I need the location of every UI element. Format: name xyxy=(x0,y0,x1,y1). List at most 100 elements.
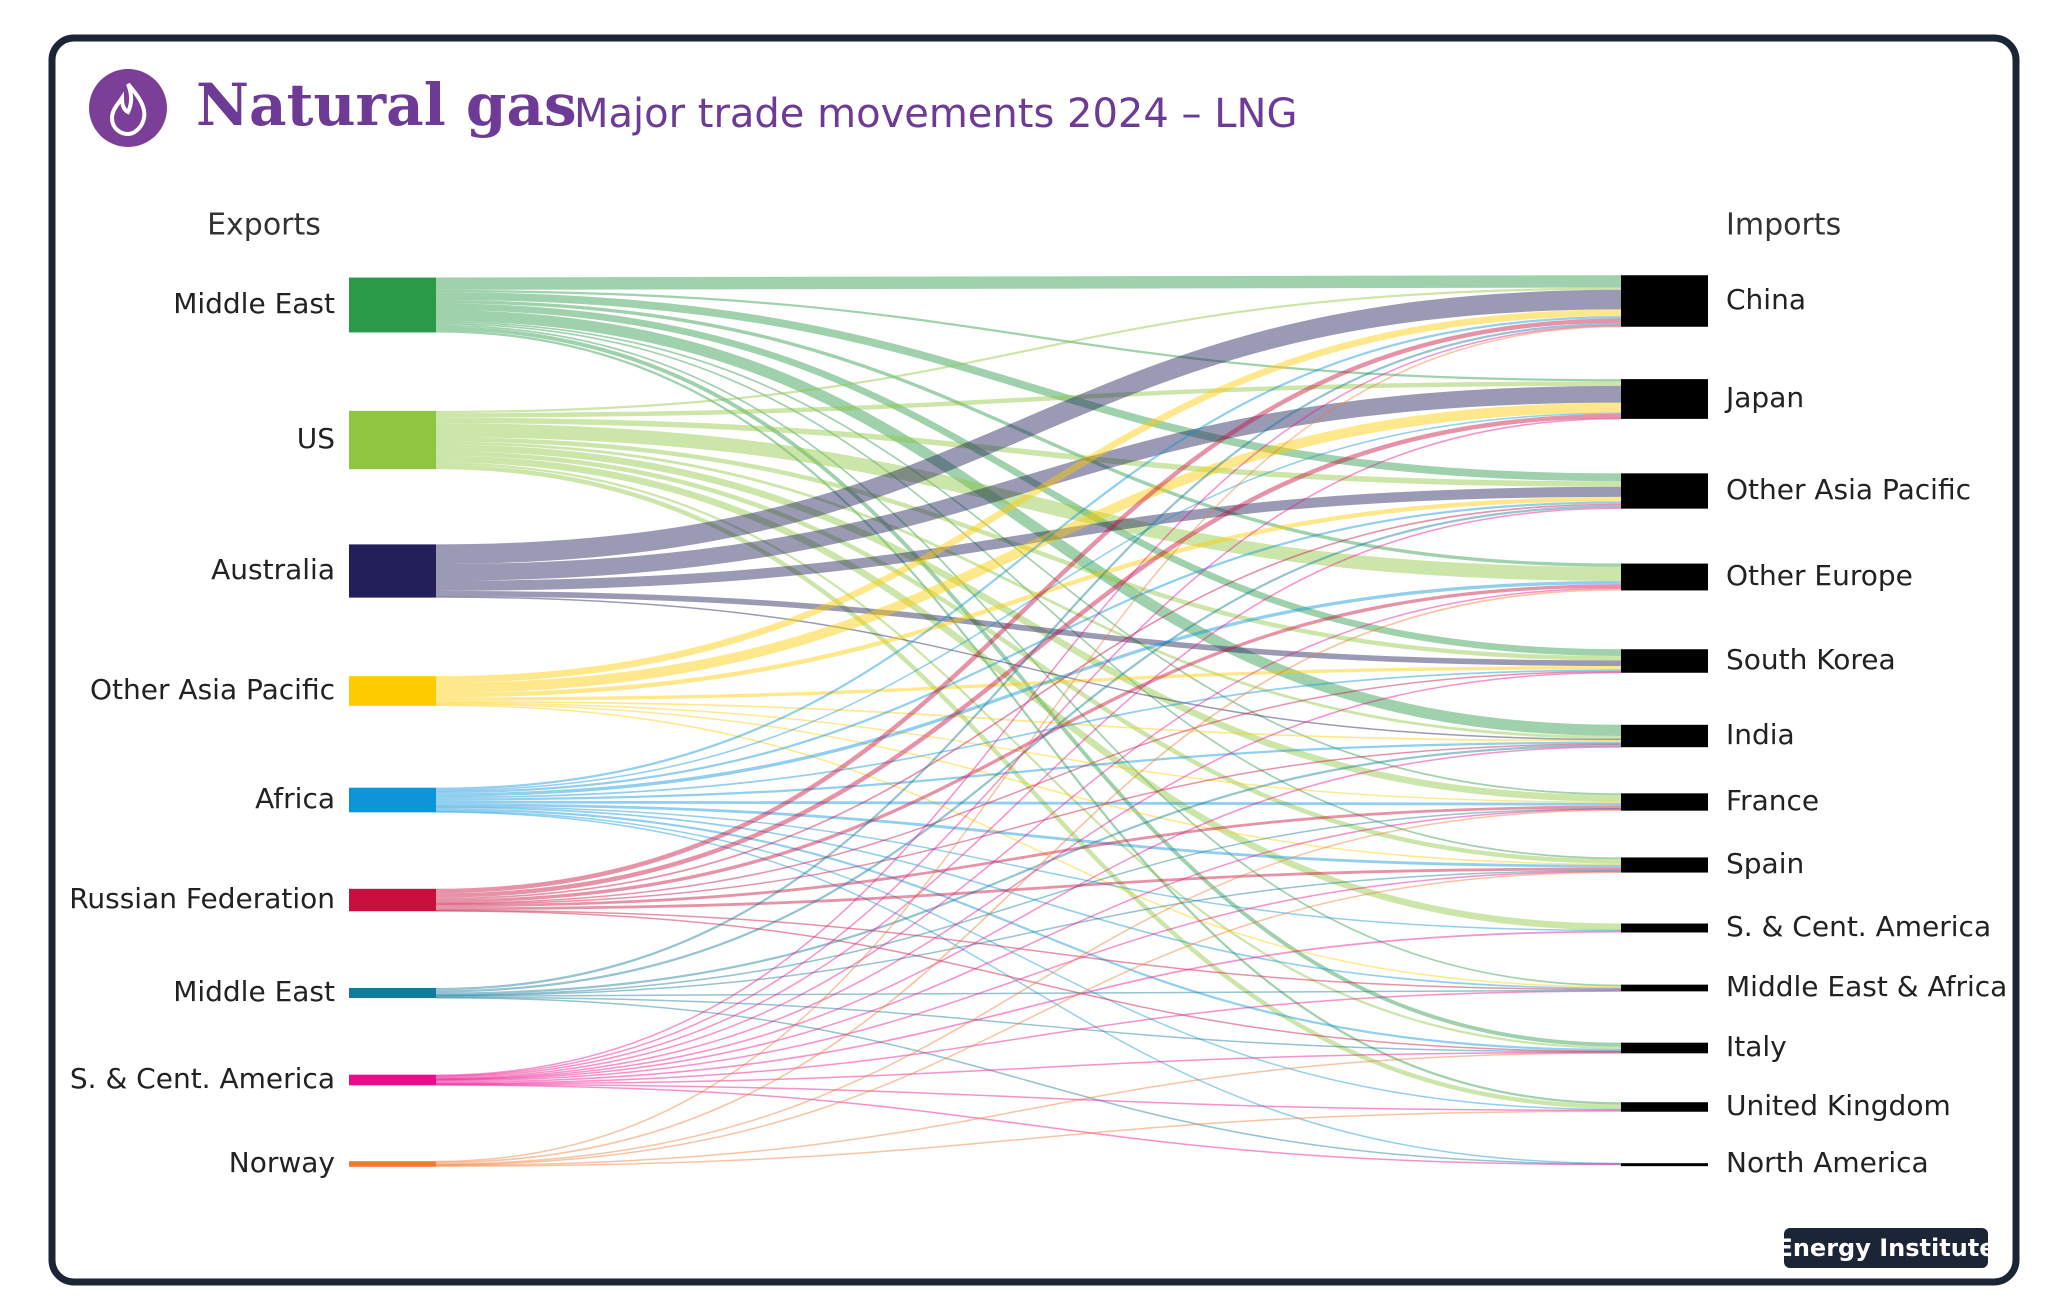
import-node xyxy=(1621,923,1708,933)
flow xyxy=(435,867,1622,911)
flow xyxy=(435,330,1622,1105)
flow xyxy=(435,289,1622,382)
flow xyxy=(435,486,1622,591)
flow xyxy=(435,800,1622,806)
flow xyxy=(435,292,1622,482)
flow xyxy=(435,587,1622,1079)
flow xyxy=(435,437,1622,661)
flow xyxy=(435,289,1622,564)
flow xyxy=(435,909,1622,991)
flow xyxy=(435,412,1622,792)
flow xyxy=(435,671,1622,1080)
export-label: Norway xyxy=(229,1146,335,1179)
flow xyxy=(435,744,1622,995)
import-label: Italy xyxy=(1726,1030,1787,1063)
flow xyxy=(435,704,1622,988)
import-label: S. & Cent. America xyxy=(1726,910,1991,943)
flow xyxy=(435,803,1622,868)
flow xyxy=(435,809,1622,1165)
import-label: United Kingdom xyxy=(1726,1089,1951,1122)
flow xyxy=(435,303,1622,656)
flame xyxy=(109,82,147,137)
export-node xyxy=(349,787,436,813)
flow xyxy=(435,402,1622,693)
flow xyxy=(435,807,1622,996)
flow xyxy=(435,1083,1622,1112)
import-label: North America xyxy=(1726,1146,1929,1179)
flow xyxy=(435,590,1622,667)
flow xyxy=(435,507,1622,1078)
flow xyxy=(435,588,1622,1164)
flow xyxy=(435,703,1622,865)
import-label: South Korea xyxy=(1726,643,1896,676)
export-label: Africa xyxy=(255,782,335,815)
import-label: Spain xyxy=(1726,847,1804,880)
flow xyxy=(435,324,1622,987)
export-node xyxy=(349,676,436,706)
export-node xyxy=(349,987,436,999)
flow xyxy=(435,417,1622,487)
import-node xyxy=(1621,857,1708,873)
flow xyxy=(435,669,1622,799)
flow xyxy=(435,318,1622,894)
flow xyxy=(435,462,1622,1049)
flow xyxy=(435,990,1622,1085)
flow xyxy=(435,417,1622,1077)
import-label: Japan xyxy=(1724,381,1804,414)
flow xyxy=(435,505,1622,993)
export-label: Middle East xyxy=(173,975,335,1008)
import-node xyxy=(1621,724,1708,748)
flow xyxy=(435,930,1622,1084)
import-label: Other Europe xyxy=(1726,559,1913,592)
footer: Energy Institute xyxy=(1776,1234,1995,1262)
import-node xyxy=(1621,1042,1708,1054)
flow xyxy=(435,811,1622,1165)
flow xyxy=(435,580,1622,797)
flow xyxy=(435,808,1622,1052)
flow xyxy=(435,322,1622,991)
import-node xyxy=(1621,275,1708,327)
flow xyxy=(435,275,1622,290)
subtitle: Major trade movements 2024 – LNG xyxy=(574,91,1297,137)
flow xyxy=(435,741,1622,801)
export-node xyxy=(349,544,436,598)
flow xyxy=(435,808,1622,1081)
flow xyxy=(435,997,1622,1165)
flow xyxy=(435,806,1622,990)
flow xyxy=(435,385,1622,581)
export-label: US xyxy=(297,422,335,455)
import-label: Other Asia Pacific xyxy=(1726,473,1971,506)
footer-badge xyxy=(1784,1228,1988,1268)
import-node xyxy=(1621,793,1708,811)
export-node xyxy=(349,1074,436,1086)
import-node xyxy=(1621,984,1708,992)
flow xyxy=(435,746,1622,1081)
import-node xyxy=(1621,1163,1708,1167)
flow xyxy=(435,869,1622,997)
import-node xyxy=(1621,379,1708,419)
flow xyxy=(435,423,1622,581)
flow xyxy=(435,871,1622,1166)
flow xyxy=(435,1052,1622,1167)
flow xyxy=(435,324,1622,1076)
export-label: S. & Cent. America xyxy=(70,1062,335,1095)
import-label: France xyxy=(1726,784,1819,817)
flow xyxy=(435,596,1622,741)
flow xyxy=(435,322,1622,860)
flow xyxy=(435,870,1622,1082)
flow xyxy=(435,381,1622,418)
card xyxy=(48,34,2020,1286)
flow xyxy=(435,501,1622,794)
flow xyxy=(435,702,1622,804)
flow xyxy=(435,316,1622,790)
import-node xyxy=(1621,473,1708,509)
flow xyxy=(435,805,1622,908)
exports-header: Exports xyxy=(207,208,321,243)
flow xyxy=(435,455,1622,931)
export-label: Australia xyxy=(211,553,335,586)
flow xyxy=(435,666,1622,701)
import-node xyxy=(1621,1102,1708,1112)
flow xyxy=(435,810,1622,1111)
import-label: China xyxy=(1726,283,1806,316)
flow xyxy=(435,700,1622,742)
